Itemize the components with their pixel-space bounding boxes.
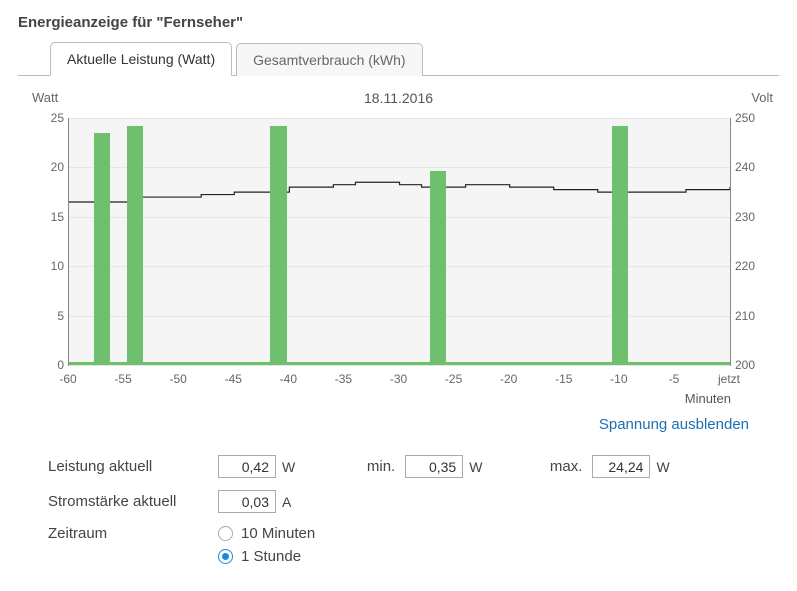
readings-panel: Leistung aktuell W min. W max. W Stromst… xyxy=(18,455,779,565)
right-tick: 230 xyxy=(735,210,779,224)
left-tick: 25 xyxy=(18,111,64,125)
right-tick: 240 xyxy=(735,160,779,174)
radio-label: 1 Stunde xyxy=(241,548,301,565)
max-label: max. xyxy=(542,458,592,475)
bottom-tick: -15 xyxy=(555,372,572,386)
gridline xyxy=(69,266,730,267)
max-value[interactable] xyxy=(592,455,650,478)
tab-bar: Aktuelle Leistung (Watt)Gesamtverbrauch … xyxy=(18,41,779,76)
bottom-tick: -25 xyxy=(445,372,462,386)
radio-icon xyxy=(218,526,233,541)
current-amperage-unit: A xyxy=(282,494,291,510)
current-power-unit: W xyxy=(282,459,295,475)
bottom-tick: -5 xyxy=(669,372,680,386)
energy-chart: Watt Volt 18.11.2016 Minuten 05101520252… xyxy=(18,90,779,414)
x-axis-label: Minuten xyxy=(685,391,731,406)
radio-label: 10 Minuten xyxy=(241,525,315,542)
power-bar xyxy=(270,126,287,365)
left-tick: 5 xyxy=(18,309,64,323)
bottom-tick: -55 xyxy=(114,372,131,386)
bottom-tick: -30 xyxy=(390,372,407,386)
plot-area xyxy=(68,118,731,366)
bottom-tick: -40 xyxy=(280,372,297,386)
current-amperage-value[interactable] xyxy=(218,490,276,513)
gridline xyxy=(69,118,730,119)
period-option-0[interactable]: 10 Minuten xyxy=(218,525,315,542)
period-option-1[interactable]: 1 Stunde xyxy=(218,548,315,565)
right-tick: 210 xyxy=(735,309,779,323)
min-label: min. xyxy=(355,458,405,475)
min-unit: W xyxy=(469,459,482,475)
left-tick: 0 xyxy=(18,358,64,372)
max-unit: W xyxy=(656,459,669,475)
power-bar xyxy=(430,171,447,365)
current-amperage-label: Stromstärke aktuell xyxy=(48,493,218,510)
right-tick: 200 xyxy=(735,358,779,372)
gridline xyxy=(69,217,730,218)
current-power-label: Leistung aktuell xyxy=(48,458,218,475)
bottom-tick: jetzt xyxy=(718,372,740,386)
right-tick: 220 xyxy=(735,259,779,273)
power-bar xyxy=(612,126,629,365)
gridline xyxy=(69,316,730,317)
bottom-tick: -20 xyxy=(500,372,517,386)
bottom-tick: -10 xyxy=(610,372,627,386)
left-tick: 10 xyxy=(18,259,64,273)
bottom-tick: -35 xyxy=(335,372,352,386)
gridline xyxy=(69,167,730,168)
min-value[interactable] xyxy=(405,455,463,478)
voltage-line xyxy=(69,118,730,365)
radio-icon xyxy=(218,549,233,564)
left-tick: 20 xyxy=(18,160,64,174)
gridline xyxy=(69,365,730,366)
chart-date-title: 18.11.2016 xyxy=(18,90,779,106)
current-power-value[interactable] xyxy=(218,455,276,478)
power-bar xyxy=(94,133,111,365)
bottom-tick: -50 xyxy=(169,372,186,386)
page-title: Energieanzeige für "Fernseher" xyxy=(18,14,779,31)
bottom-tick: -60 xyxy=(59,372,76,386)
tab-1[interactable]: Gesamtverbrauch (kWh) xyxy=(236,43,422,76)
bottom-tick: -45 xyxy=(225,372,242,386)
toggle-voltage-link[interactable]: Spannung ausblenden xyxy=(599,416,749,433)
power-bar xyxy=(127,126,144,365)
tab-0[interactable]: Aktuelle Leistung (Watt) xyxy=(50,42,232,76)
right-tick: 250 xyxy=(735,111,779,125)
period-label: Zeitraum xyxy=(48,525,218,542)
left-tick: 15 xyxy=(18,210,64,224)
